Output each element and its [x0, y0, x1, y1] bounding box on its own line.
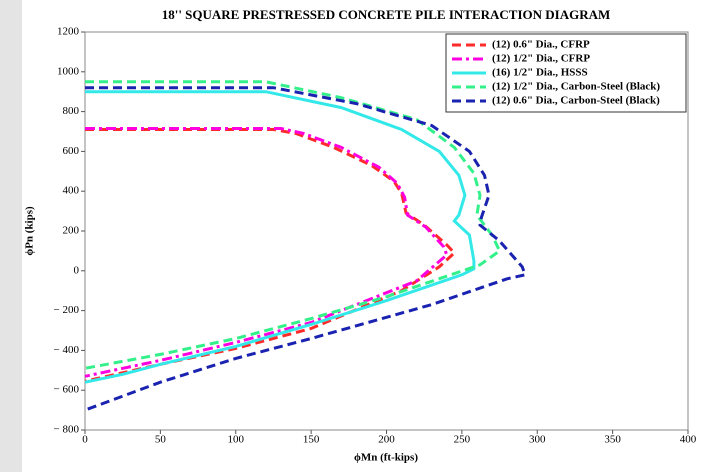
x-tick-label: 100 — [228, 434, 245, 446]
y-tick-label: 400 — [63, 185, 80, 197]
left-strip — [0, 0, 22, 472]
x-tick-label: 50 — [155, 434, 167, 446]
y-tick-label: 800 — [63, 105, 80, 117]
chart-title: 18'' SQUARE PRESTRESSED CONCRETE PILE IN… — [162, 7, 611, 22]
x-tick-label: 250 — [454, 434, 471, 446]
legend-text: (12) 1/2" Dia., CFRP — [492, 53, 590, 65]
x-tick-label: 0 — [82, 434, 88, 446]
y-tick-label: 1000 — [57, 65, 80, 77]
series-line — [84, 86, 528, 412]
x-tick-label: 300 — [529, 434, 546, 446]
y-tick-label: 1200 — [57, 26, 80, 38]
x-tick-label: 200 — [378, 434, 395, 446]
series-line — [84, 127, 449, 378]
x-tick-label: 150 — [303, 434, 320, 446]
legend-text: (16) 1/2" Dia., HSSS — [492, 67, 588, 79]
y-tick-label: − 800 — [54, 424, 80, 436]
y-tick-label: 600 — [63, 145, 80, 157]
y-tick-label: 200 — [63, 225, 80, 237]
x-tick-label: 350 — [604, 434, 621, 446]
y-tick-label: − 600 — [54, 384, 80, 396]
y-tick-label: − 400 — [54, 344, 80, 356]
x-tick-label: 400 — [680, 434, 697, 446]
x-axis-label: ϕMn (ft-kips) — [354, 452, 418, 464]
y-tick-label: − 200 — [54, 304, 80, 316]
legend-text: (12) 0.6" Dia., CFRP — [492, 39, 590, 51]
y-axis-label: ϕPn (kips) — [24, 206, 36, 256]
legend-text: (12) 0.6" Dia., Carbon-Steel (Black) — [492, 95, 660, 107]
series-line — [84, 90, 476, 384]
legend-text: (12) 1/2" Dia., Carbon-Steel (Black) — [492, 81, 660, 93]
y-tick-label: 0 — [74, 264, 80, 276]
series-line — [84, 128, 457, 383]
